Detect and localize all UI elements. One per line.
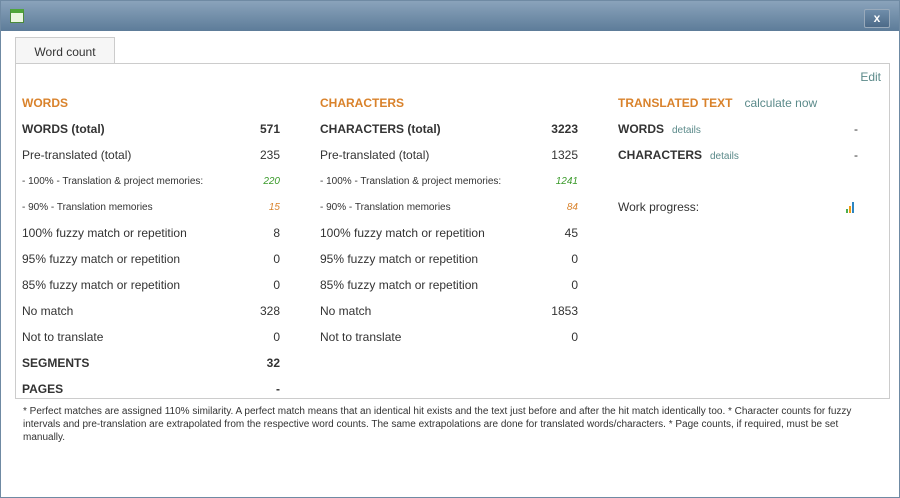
row-value: 1325 <box>551 148 578 162</box>
count-row: Pre-translated (total) 1325 <box>320 142 578 168</box>
row-value: 1241 <box>555 175 578 187</box>
row-value: 8 <box>273 226 280 240</box>
row-value: 328 <box>259 304 280 318</box>
words-column: WORDS WORDS (total) 571 Pre-translated (to… <box>22 90 280 402</box>
bar-chart-icon[interactable] <box>846 201 854 213</box>
row-label: - 100% - Translation & project memories: <box>22 175 204 187</box>
row-label: 95% fuzzy match or repetition <box>22 252 181 266</box>
row-label: No match <box>22 304 74 318</box>
translated-header: TRANSLATED TEXT <box>618 96 733 110</box>
characters-details-link[interactable]: details <box>710 151 739 162</box>
row-label: No match <box>320 304 372 318</box>
count-row: Not to translate 0 <box>22 324 280 350</box>
row-label: CHARACTERS (total) <box>320 122 441 136</box>
row-label: Pre-translated (total) <box>320 148 430 162</box>
count-row: CHARACTERS (total) 3223 <box>320 116 578 142</box>
count-row: WORDS (total) 571 <box>22 116 280 142</box>
footnote: * Perfect matches are assigned 110% simi… <box>23 406 852 443</box>
translated-characters-label: CHARACTERS <box>618 148 702 162</box>
row-value: 220 <box>263 175 280 187</box>
row-value: 0 <box>273 252 280 266</box>
row-value: 0 <box>571 252 578 266</box>
count-row: - 90% - Translation memories 84 <box>320 194 578 220</box>
count-row: 85% fuzzy match or repetition 0 <box>22 272 280 298</box>
row-label: - 100% - Translation & project memories: <box>320 175 502 187</box>
word-count-panel: Edit WORDS WORDS (total) 571 Pre-translate… <box>15 63 890 399</box>
row-label: Not to translate <box>320 330 402 344</box>
row-label: 100% fuzzy match or repetition <box>320 226 485 240</box>
row-label: 85% fuzzy match or repetition <box>22 278 181 292</box>
count-row: 100% fuzzy match or repetition 8 <box>22 220 280 246</box>
row-label: Not to translate <box>22 330 104 344</box>
words-details-link[interactable]: details <box>672 125 701 136</box>
characters-column: CHARACTERS CHARACTERS (total) 3223 Pre-tra… <box>320 90 578 350</box>
row-value: 0 <box>571 278 578 292</box>
row-label: Pre-translated (total) <box>22 148 132 162</box>
count-row: 85% fuzzy match or repetition 0 <box>320 272 578 298</box>
row-value: 0 <box>273 278 280 292</box>
title-bar[interactable]: x <box>1 1 899 31</box>
translated-words-value: - <box>854 122 858 136</box>
row-label: 95% fuzzy match or repetition <box>320 252 479 266</box>
words-header: WORDS <box>22 96 68 110</box>
count-row: Pre-translated (total) 235 <box>22 142 280 168</box>
row-value: 15 <box>268 201 280 213</box>
row-value: 0 <box>571 330 578 344</box>
count-row: PAGES - <box>22 376 280 402</box>
characters-header: CHARACTERS <box>320 96 404 110</box>
row-label: 85% fuzzy match or repetition <box>320 278 479 292</box>
row-value: 3223 <box>551 122 578 136</box>
count-row: No match 1853 <box>320 298 578 324</box>
count-row: 100% fuzzy match or repetition 45 <box>320 220 578 246</box>
row-value: 84 <box>566 201 578 213</box>
row-value: 1853 <box>551 304 578 318</box>
row-value: 32 <box>266 356 280 370</box>
row-value: - <box>276 382 280 396</box>
count-row: 95% fuzzy match or repetition 0 <box>22 246 280 272</box>
row-value: 571 <box>259 122 280 136</box>
row-value: 0 <box>273 330 280 344</box>
row-label: PAGES <box>22 382 64 396</box>
count-row: - 100% - Translation & project memories:… <box>320 168 578 194</box>
app-icon <box>10 9 24 23</box>
row-value: 235 <box>259 148 280 162</box>
row-label: 100% fuzzy match or repetition <box>22 226 187 240</box>
count-row: 95% fuzzy match or repetition 0 <box>320 246 578 272</box>
count-row: No match 328 <box>22 298 280 324</box>
row-label: WORDS (total) <box>22 122 105 136</box>
tab-word-count[interactable]: Word count <box>15 37 115 64</box>
calculate-now-link[interactable]: calculate now <box>744 96 818 110</box>
edit-link[interactable]: Edit <box>860 70 881 84</box>
translated-column: TRANSLATED TEXT calculate now WORDS detail… <box>618 90 858 220</box>
row-label: - 90% - Translation memories <box>320 201 451 213</box>
row-label: - 90% - Translation memories <box>22 201 153 213</box>
translated-characters-value: - <box>854 148 858 162</box>
count-row: - 100% - Translation & project memories:… <box>22 168 280 194</box>
count-row: SEGMENTS 32 <box>22 350 280 376</box>
row-value: 45 <box>564 226 578 240</box>
close-button[interactable]: x <box>864 9 890 28</box>
row-label: SEGMENTS <box>22 356 90 370</box>
count-row: Not to translate 0 <box>320 324 578 350</box>
work-progress-label: Work progress: <box>618 200 700 214</box>
translated-words-label: WORDS <box>618 122 664 136</box>
count-row: - 90% - Translation memories 15 <box>22 194 280 220</box>
